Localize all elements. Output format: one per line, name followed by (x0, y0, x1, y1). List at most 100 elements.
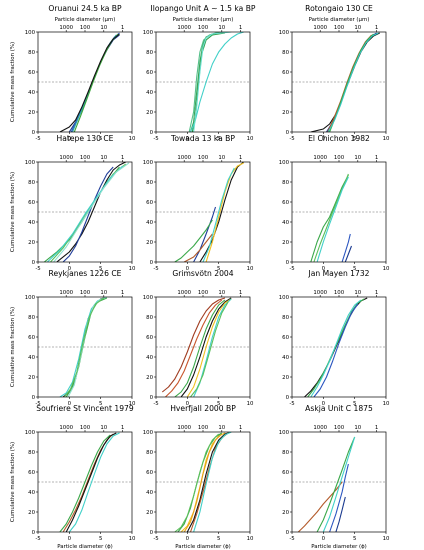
y-tick-label: 20 (28, 110, 35, 116)
x-tick-label: 5 (353, 536, 356, 542)
x-tick-label: 0 (68, 401, 72, 407)
series-line-3 (316, 176, 349, 262)
series-line-7 (190, 301, 229, 397)
x-tick-label: 10 (247, 536, 254, 542)
y-tick-label: 40 (282, 490, 289, 496)
y-tick-label: 80 (282, 315, 289, 321)
plot-frame (37, 161, 133, 263)
y-tick-label: 0 (286, 530, 290, 536)
x-tick-label: -5 (289, 536, 294, 542)
y-tick-label: 60 (28, 200, 35, 206)
y-axis-label: Cumulative mass fraction (%) (10, 442, 16, 522)
series-group (304, 297, 368, 397)
top-tick-label: 1000 (59, 25, 73, 31)
y-tick-label: 60 (146, 470, 153, 476)
plot-frame (155, 161, 251, 263)
y-tick-label: 40 (282, 355, 289, 361)
y-tick-label: 80 (28, 450, 35, 456)
panel-title: Askja Unit C 1875 (305, 404, 373, 413)
panel-2: Ilopango Unit A ~ 1.5 ka BP Particle diam… (143, 4, 256, 142)
y-tick-label: 40 (28, 90, 35, 96)
top-tick-label: 10 (100, 155, 107, 161)
y-tick-label: 60 (282, 470, 289, 476)
top-tick-label: 10 (218, 425, 225, 431)
y-tick-label: 80 (28, 180, 35, 186)
y-tick-label: 60 (146, 200, 153, 206)
top-tick-label: 10 (354, 290, 361, 296)
top-tick-label: 100 (334, 155, 345, 161)
x-tick-label: -5 (153, 136, 158, 142)
top-axis-label: Particle diameter (μm) (309, 17, 370, 23)
x-tick-label: -5 (35, 536, 40, 542)
series-group (43, 162, 130, 262)
y-tick-label: 80 (282, 450, 289, 456)
y-tick-label: 40 (146, 490, 153, 496)
x-tick-label: -5 (153, 536, 158, 542)
series-line-4 (174, 219, 213, 262)
panel-title: Ilopango Unit A ~ 1.5 ka BP (150, 4, 255, 13)
x-tick-label: 0 (68, 536, 72, 542)
y-tick-label: 60 (28, 470, 35, 476)
top-tick-label: 1 (375, 290, 378, 296)
series-line-6 (53, 162, 130, 262)
y-tick-label: 100 (143, 30, 154, 36)
x-tick-label: 5 (217, 266, 220, 272)
top-tick-label: 1 (239, 155, 242, 161)
series-line-5 (344, 245, 353, 262)
x-tick-label: 10 (129, 401, 136, 407)
x-tick-label: 0 (322, 536, 326, 542)
series-line-3 (59, 434, 111, 532)
x-tick-label: 10 (383, 266, 390, 272)
plot-frame (291, 296, 387, 398)
y-tick-label: 60 (146, 335, 153, 341)
series-line-2 (62, 166, 114, 262)
x-tick-label: 10 (129, 266, 136, 272)
x-tick-label: 5 (217, 536, 220, 542)
y-tick-label: 100 (25, 160, 36, 166)
plot-frame (291, 161, 387, 263)
plot-frame (37, 431, 133, 533)
top-tick-label: 10 (218, 25, 225, 31)
x-axis-label: Particle diameter (ϕ) (311, 544, 367, 550)
series-line-3 (327, 34, 373, 132)
plot-frame (37, 296, 133, 398)
series-group (310, 32, 380, 132)
series-line-7 (193, 432, 232, 532)
x-axis-label: Particle diameter (ϕ) (175, 544, 231, 550)
series-line-1 (310, 32, 380, 132)
x-tick-label: -5 (289, 136, 294, 142)
y-tick-label: 60 (282, 335, 289, 341)
x-tick-label: 5 (99, 536, 102, 542)
series-line-2 (316, 436, 356, 532)
y-tick-label: 20 (146, 375, 153, 381)
x-tick-label: -5 (35, 401, 40, 407)
series-group (188, 32, 244, 132)
top-tick-label: 1 (239, 290, 242, 296)
x-tick-label: -5 (153, 401, 158, 407)
series-line-4 (329, 463, 349, 532)
x-tick-label: 0 (322, 401, 326, 407)
series-group (310, 173, 353, 262)
top-tick-label: 1000 (59, 290, 73, 296)
y-tick-label: 20 (28, 510, 35, 516)
top-tick-label: 1000 (177, 290, 191, 296)
plot-frame (155, 31, 251, 133)
x-tick-label: 5 (99, 266, 102, 272)
series-group (174, 162, 245, 262)
top-tick-label: 100 (80, 290, 91, 296)
series-line-4 (68, 432, 120, 532)
panel-title: Hatepe 130 CE (57, 134, 114, 143)
panel-1: Oruanui 24.5 ka BP Particle diameter (μm)… (10, 4, 136, 142)
y-tick-label: 0 (32, 530, 36, 536)
x-tick-label: 10 (383, 136, 390, 142)
y-tick-label: 100 (25, 295, 36, 301)
y-tick-label: 100 (279, 160, 290, 166)
top-axis-label: Particle diameter (μm) (55, 17, 116, 23)
x-tick-label: -5 (35, 136, 40, 142)
y-tick-label: 0 (286, 130, 290, 136)
